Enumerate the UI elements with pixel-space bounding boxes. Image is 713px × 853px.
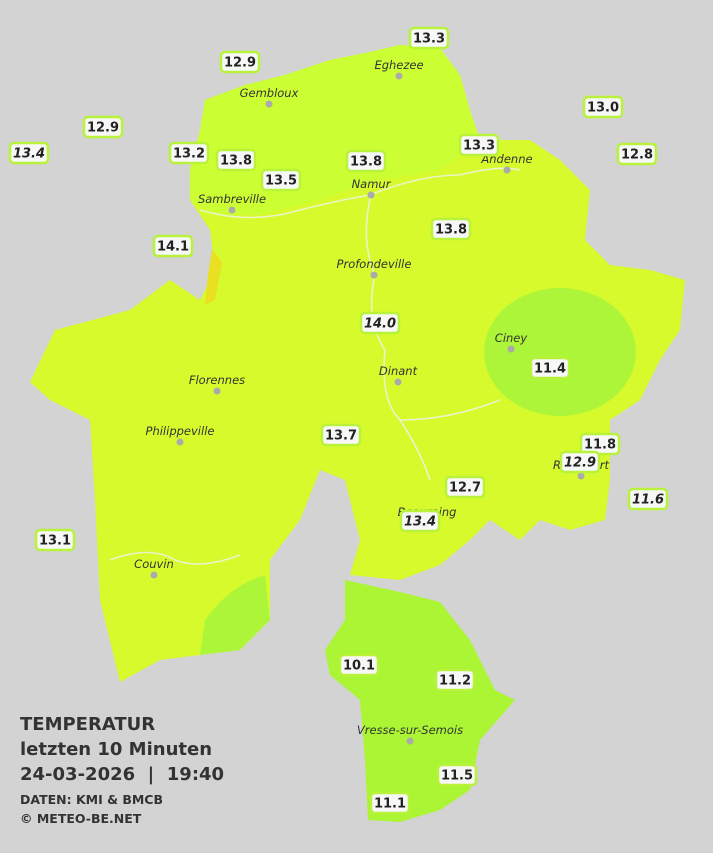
town-label: Gembloux xyxy=(240,86,299,100)
station-value: 12.9 xyxy=(87,121,119,136)
station-box xyxy=(458,133,500,157)
station-box xyxy=(168,141,210,165)
town-dot xyxy=(367,191,375,199)
station-value: 11.8 xyxy=(584,438,616,453)
station-value: 13.7 xyxy=(325,429,357,444)
station-box xyxy=(444,475,486,499)
station-box xyxy=(320,423,362,447)
station-value: 11.2 xyxy=(439,674,471,689)
station-value: 13.4 xyxy=(13,147,45,162)
station-box xyxy=(616,142,658,166)
station-box xyxy=(152,234,194,258)
datetime: 24-03-2026 | 19:40 xyxy=(20,764,224,785)
town-label: Namur xyxy=(352,177,392,191)
station-box xyxy=(338,653,380,677)
town-dot xyxy=(507,345,515,353)
town-label: Vresse-sur-Semois xyxy=(357,723,463,737)
town-dot xyxy=(577,472,585,480)
town-dot xyxy=(213,387,221,395)
station-box xyxy=(529,356,571,380)
town-label: Ciney xyxy=(495,331,528,345)
station-value: 11.5 xyxy=(441,769,473,784)
station-value: 14.0 xyxy=(364,317,396,332)
station-value: 13.8 xyxy=(435,223,467,238)
station-value: 12.9 xyxy=(224,56,256,71)
station-value: 13.8 xyxy=(350,155,382,170)
town-label: Sambreville xyxy=(198,192,266,206)
station-box xyxy=(627,487,669,511)
station-value: 12.7 xyxy=(449,481,481,496)
station-box xyxy=(579,432,621,456)
town-dot xyxy=(503,166,511,174)
town-dot xyxy=(176,438,184,446)
station-box xyxy=(215,148,257,172)
station-value: 13.1 xyxy=(39,534,71,549)
town-dot xyxy=(406,737,414,745)
subtitle: letzten 10 Minuten xyxy=(20,739,212,760)
station-box xyxy=(345,149,387,173)
title: TEMPERATUR xyxy=(20,714,155,735)
station-value: 13.8 xyxy=(220,154,252,169)
station-value: 10.1 xyxy=(343,659,375,674)
station-box xyxy=(34,528,76,552)
town-dot xyxy=(150,571,158,579)
copyright: © METEO-BE.NET xyxy=(20,811,142,826)
station-box xyxy=(430,217,472,241)
station-box xyxy=(436,763,478,787)
station-box xyxy=(369,791,411,815)
station-box xyxy=(434,668,476,692)
station-value: 11.4 xyxy=(534,362,566,377)
station-box xyxy=(82,115,124,139)
source: DATEN: KMI & BMCB xyxy=(20,792,163,807)
town-label: Philippeville xyxy=(146,424,215,438)
station-value: 11.6 xyxy=(632,493,664,508)
station-value: 11.1 xyxy=(374,797,406,812)
station-value: 13.3 xyxy=(413,32,445,47)
station-value: 13.2 xyxy=(173,147,205,162)
province xyxy=(30,45,685,822)
town-label: Profondeville xyxy=(337,257,412,271)
station-box xyxy=(260,168,302,192)
station-box xyxy=(219,50,261,74)
town-dot xyxy=(265,100,273,108)
town-label: Dinant xyxy=(379,364,418,378)
station-value: 13.3 xyxy=(463,139,495,154)
station-value: 14.1 xyxy=(157,240,189,255)
town-dot xyxy=(394,378,402,386)
town-dot xyxy=(228,206,236,214)
station-box xyxy=(582,95,624,119)
station-value: 13.4 xyxy=(404,515,436,530)
station-box xyxy=(359,311,401,335)
station-box xyxy=(8,141,50,165)
town-dot xyxy=(395,72,403,80)
station-box xyxy=(399,509,441,533)
town-label: Couvin xyxy=(134,557,174,571)
station-value: 13.5 xyxy=(265,174,297,189)
town-label: Florennes xyxy=(189,373,245,387)
station-value: 13.0 xyxy=(587,101,619,116)
station-box xyxy=(408,26,450,50)
town-label: Eghezee xyxy=(374,58,423,72)
station-box xyxy=(559,450,601,474)
station-value: 12.8 xyxy=(621,148,653,163)
station-value: 12.9 xyxy=(564,456,596,471)
town-dot xyxy=(370,271,378,279)
